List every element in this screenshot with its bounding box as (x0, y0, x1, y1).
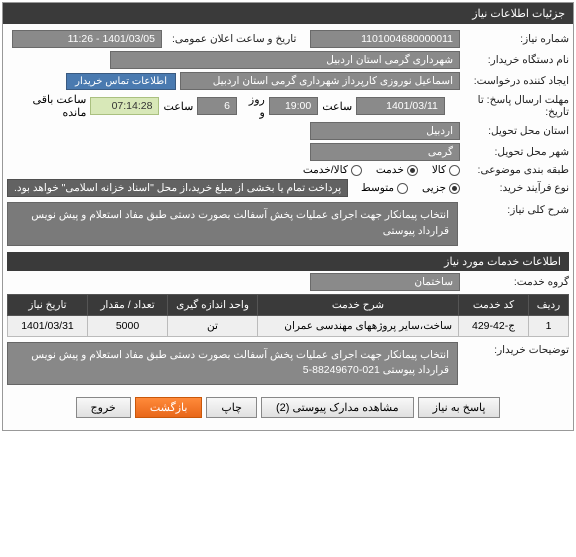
col-desc: شرح خدمت (258, 294, 459, 315)
opt-goods[interactable]: کالا (432, 164, 460, 176)
group-value: ساختمان (310, 273, 460, 291)
col-qty: تعداد / مقدار (88, 294, 168, 315)
back-button[interactable]: بازگشت (135, 397, 203, 418)
opt-both[interactable]: کالا/خدمت (303, 164, 362, 176)
remain-lbl: ساعت باقی مانده (7, 93, 86, 119)
table-row[interactable]: 1 ج-42-429 ساخت،سایر پروژههای مهندسی عمر… (8, 315, 569, 336)
main-panel: جزئیات اطلاعات نیاز شماره نیاز: 11010046… (2, 2, 574, 431)
reply-button[interactable]: پاسخ به نیاز (418, 397, 501, 418)
cell-code: ج-42-429 (459, 315, 529, 336)
summary-label: شرح کلی نیاز: (464, 200, 569, 248)
province-value: اردبیل (310, 122, 460, 140)
items-table: ردیف کد خدمت شرح خدمت واحد اندازه گیری ت… (7, 294, 569, 337)
row-deadline: مهلت ارسال پاسخ: تا تاریخ: 1401/03/11 سا… (7, 93, 569, 119)
row-province: استان محل تحویل: اردبیل (7, 122, 569, 140)
radio-icon (351, 165, 362, 176)
bopt-small[interactable]: جزیی (422, 182, 460, 194)
remain-time: 07:14:28 (90, 97, 159, 115)
class-options: کالا خدمت کالا/خدمت (303, 164, 460, 176)
time-lbl-1: ساعت (322, 100, 352, 113)
deadline-time: 19:00 (269, 97, 318, 115)
city-label: شهر محل تحویل: (464, 146, 569, 158)
row-city: شهر محل تحویل: گرمی (7, 143, 569, 161)
buyer-options: جزیی متوسط (361, 182, 460, 194)
need-no-label: شماره نیاز: (464, 33, 569, 45)
device-value: شهرداری گرمی استان اردبیل (110, 51, 460, 69)
row-class: طبقه بندی موضوعی: کالا خدمت کالا/خدمت (7, 164, 569, 176)
cell-date: 1401/03/31 (8, 315, 88, 336)
print-button[interactable]: چاپ (206, 397, 257, 418)
opt-service[interactable]: خدمت (376, 164, 418, 176)
items-header: اطلاعات خدمات مورد نیاز (7, 252, 569, 271)
buyer-desc-text: انتخاب پیمانکار جهت اجرای عملیات پخش آسف… (7, 342, 458, 386)
col-unit: واحد اندازه گیری (168, 294, 258, 315)
creator-value: اسماعیل نوروزی کارپرداز شهرداری گرمی است… (180, 72, 460, 90)
need-no-value: 1101004680000011 (310, 30, 460, 48)
summary-text: انتخاب پیمانکار جهت اجرای عملیات پخش آسف… (7, 202, 458, 246)
time-lbl-2: ساعت (163, 100, 193, 113)
row-creator: ایجاد کننده درخواست: اسماعیل نوروزی کارپ… (7, 72, 569, 90)
buyer-type-label: نوع فرآیند خرید: (464, 182, 569, 194)
creator-label: ایجاد کننده درخواست: (464, 75, 569, 87)
cell-desc: ساخت،سایر پروژههای مهندسی عمران (258, 315, 459, 336)
table-header-row: ردیف کد خدمت شرح خدمت واحد اندازه گیری ت… (8, 294, 569, 315)
class-label: طبقه بندی موضوعی: (464, 164, 569, 176)
device-label: نام دستگاه خریدار: (464, 54, 569, 66)
deadline-date: 1401/03/11 (356, 97, 445, 115)
col-code: کد خدمت (459, 294, 529, 315)
city-value: گرمی (310, 143, 460, 161)
attach-button[interactable]: مشاهده مدارک پیوستی (2) (261, 397, 414, 418)
row-device: نام دستگاه خریدار: شهرداری گرمی استان ار… (7, 51, 569, 69)
radio-icon (449, 183, 460, 194)
contact-badge[interactable]: اطلاعات تماس خریدار (66, 73, 176, 90)
radio-icon (449, 165, 460, 176)
exit-button[interactable]: خروج (76, 397, 131, 418)
day-lbl: روز و (241, 93, 265, 119)
days-value: 6 (197, 97, 237, 115)
col-date: تاریخ نیاز (8, 294, 88, 315)
cell-unit: تن (168, 315, 258, 336)
bopt-medium[interactable]: متوسط (361, 182, 408, 194)
cell-row: 1 (529, 315, 569, 336)
col-row: ردیف (529, 294, 569, 315)
cell-qty: 5000 (88, 315, 168, 336)
row-need-no: شماره نیاز: 1101004680000011 تاریخ و ساع… (7, 30, 569, 48)
row-summary: شرح کلی نیاز: انتخاب پیمانکار جهت اجرای … (7, 200, 569, 248)
deadline-label: مهلت ارسال پاسخ: تا تاریخ: (449, 94, 569, 118)
buyer-desc-label: توضیحات خریدار: (464, 340, 569, 388)
row-buyer-type: نوع فرآیند خرید: جزیی متوسط پرداخت تمام … (7, 179, 569, 197)
radio-icon (397, 183, 408, 194)
radio-icon (407, 165, 418, 176)
pubdate-label: تاریخ و ساعت اعلان عمومی: (166, 33, 306, 45)
province-label: استان محل تحویل: (464, 125, 569, 137)
row-group: گروه خدمت: ساختمان (7, 273, 569, 291)
pubdate-value: 1401/03/05 - 11:26 (12, 30, 162, 48)
pay-desc: پرداخت تمام یا بخشی از مبلغ خرید،از محل … (7, 179, 348, 197)
group-label: گروه خدمت: (464, 276, 569, 288)
panel-title: جزئیات اطلاعات نیاز (3, 3, 573, 24)
row-buyer-desc: توضیحات خریدار: انتخاب پیمانکار جهت اجرا… (7, 340, 569, 388)
form-area: شماره نیاز: 1101004680000011 تاریخ و ساع… (3, 24, 573, 430)
button-bar: پاسخ به نیاز مشاهده مدارک پیوستی (2) چاپ… (7, 391, 569, 424)
